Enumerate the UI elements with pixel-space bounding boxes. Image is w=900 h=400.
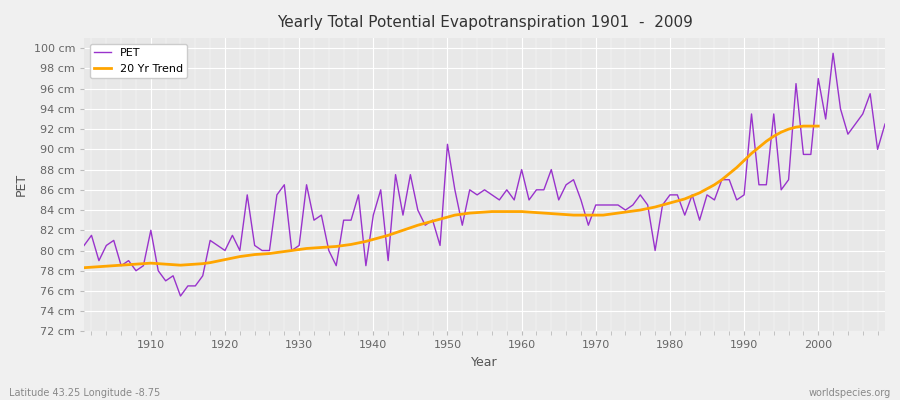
PET xyxy=(828,51,839,56)
PET xyxy=(309,218,320,222)
20 Yr Trend xyxy=(457,212,468,216)
20 Yr Trend xyxy=(798,124,809,128)
Line: 20 Yr Trend: 20 Yr Trend xyxy=(84,126,818,268)
20 Yr Trend xyxy=(776,130,787,134)
Text: Latitude 43.25 Longitude -8.75: Latitude 43.25 Longitude -8.75 xyxy=(9,388,160,398)
20 Yr Trend xyxy=(78,265,89,270)
20 Yr Trend xyxy=(753,145,764,150)
X-axis label: Year: Year xyxy=(472,356,498,369)
Y-axis label: PET: PET xyxy=(15,173,28,196)
PET xyxy=(353,192,364,197)
PET xyxy=(613,202,624,207)
PET xyxy=(879,122,890,126)
20 Yr Trend xyxy=(813,124,824,128)
Line: PET: PET xyxy=(84,53,885,296)
PET xyxy=(138,263,148,268)
Title: Yearly Total Potential Evapotranspiration 1901  -  2009: Yearly Total Potential Evapotranspiratio… xyxy=(276,15,692,30)
Legend: PET, 20 Yr Trend: PET, 20 Yr Trend xyxy=(90,44,187,78)
Text: worldspecies.org: worldspecies.org xyxy=(809,388,891,398)
20 Yr Trend xyxy=(517,209,527,214)
20 Yr Trend xyxy=(220,257,230,262)
PET xyxy=(524,198,535,202)
PET xyxy=(78,243,89,248)
PET xyxy=(517,167,527,172)
20 Yr Trend xyxy=(249,252,260,257)
PET xyxy=(176,294,186,298)
